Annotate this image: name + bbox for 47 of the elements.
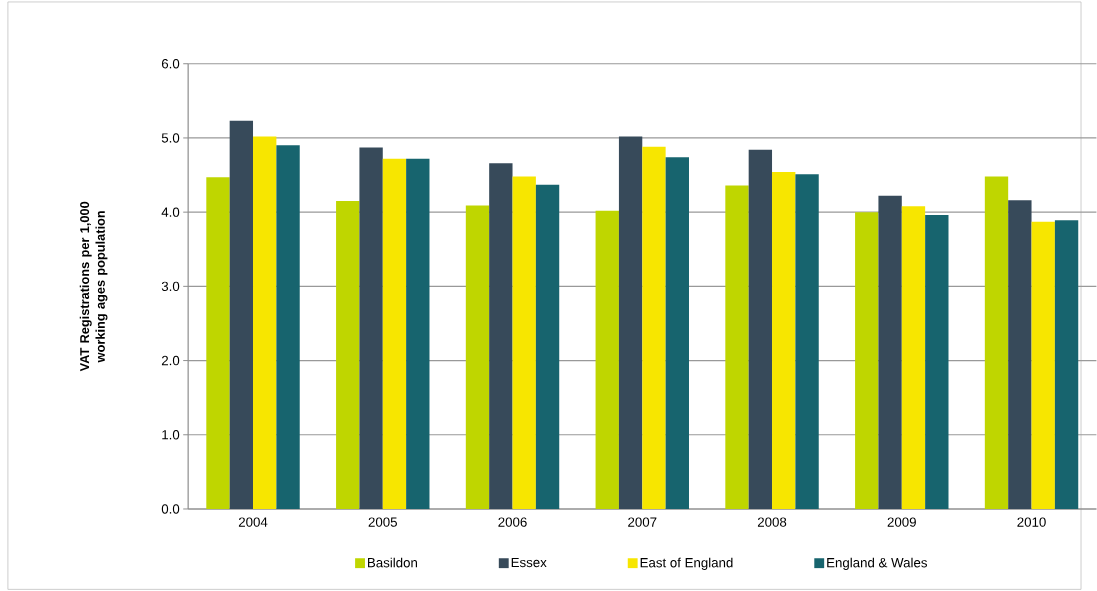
bar bbox=[665, 157, 689, 509]
bar bbox=[489, 163, 513, 509]
y-tick-label: 6.0 bbox=[161, 58, 180, 69]
y-tick-label: 0.0 bbox=[161, 504, 180, 514]
x-tick-label: 2010 bbox=[1017, 517, 1046, 527]
bar bbox=[748, 149, 773, 509]
bar bbox=[725, 185, 749, 509]
y-tick-label: 3.0 bbox=[161, 281, 180, 291]
y-tick-label: 5.0 bbox=[161, 133, 180, 143]
legend-label: Essex bbox=[511, 557, 547, 567]
bar bbox=[512, 176, 536, 509]
bar bbox=[1031, 221, 1055, 509]
bar bbox=[618, 136, 643, 509]
bar bbox=[382, 158, 407, 509]
bar bbox=[336, 200, 360, 509]
bar bbox=[229, 120, 254, 509]
bar bbox=[535, 184, 560, 509]
x-tick-label: 2007 bbox=[628, 517, 657, 527]
bar bbox=[1008, 200, 1032, 509]
bar bbox=[359, 147, 383, 509]
bar bbox=[795, 174, 819, 509]
bar bbox=[772, 171, 796, 509]
bar bbox=[465, 205, 490, 509]
bar bbox=[276, 145, 300, 509]
bar bbox=[206, 177, 230, 509]
bar bbox=[901, 206, 926, 509]
y-tick-label: 4.0 bbox=[161, 207, 180, 217]
bar bbox=[984, 176, 1009, 509]
bar bbox=[253, 136, 277, 509]
x-tick-label: 2006 bbox=[498, 517, 527, 527]
y-tick-label: 2.0 bbox=[161, 355, 180, 366]
bar bbox=[595, 210, 619, 509]
bar bbox=[642, 146, 666, 509]
bar bbox=[855, 211, 879, 509]
legend-label: Basildon bbox=[368, 557, 417, 568]
legend-label: East of England bbox=[640, 557, 733, 570]
y-tick-label: 1.0 bbox=[162, 429, 180, 440]
bar bbox=[1054, 220, 1079, 509]
legend-label: England & Wales bbox=[827, 557, 927, 570]
x-tick-label: 2005 bbox=[368, 517, 397, 527]
bar bbox=[406, 158, 430, 509]
bar bbox=[878, 195, 902, 509]
y-axis-title: VAT Registrations per 1,000 working ages population bbox=[79, 201, 108, 372]
bar bbox=[925, 214, 949, 509]
x-tick-label: 2009 bbox=[887, 517, 916, 527]
x-tick-label: 2004 bbox=[238, 517, 268, 527]
x-tick-label: 2008 bbox=[757, 517, 787, 527]
